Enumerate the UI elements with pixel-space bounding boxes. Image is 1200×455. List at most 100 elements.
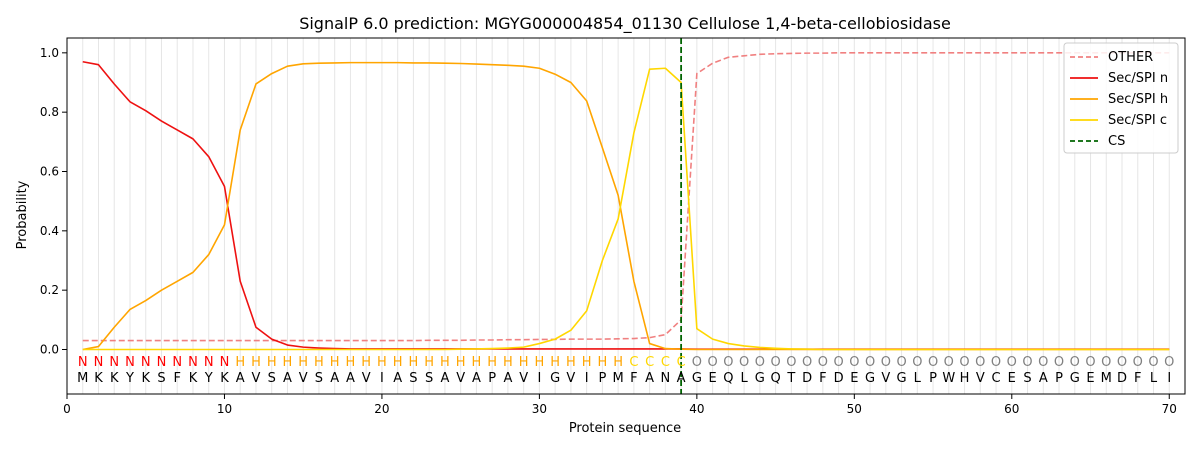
residue-32: V [566,371,575,386]
region-label-9: N [204,355,214,370]
y-tick-label-0.4: 0.4 [40,224,59,238]
residue-69: L [1150,371,1158,386]
legend-label-sec-spi-c: Sec/SPI c [1108,113,1167,128]
residue-66: M [1101,371,1112,386]
residue-38: N [660,371,670,386]
x-tick-label-70: 70 [1162,402,1177,416]
region-label-54: O [912,355,922,370]
residue-17: A [330,371,339,386]
y-tick-label-0.6: 0.6 [40,165,59,179]
region-label-50: O [849,355,859,370]
residue-55: P [929,371,937,386]
region-label-7: N [172,355,182,370]
residue-39: A [677,371,686,386]
region-label-28: H [503,355,513,370]
region-label-51: O [865,355,875,370]
residue-2: K [94,371,103,386]
residue-59: C [992,371,1001,386]
residue-60: E [1008,371,1016,386]
region-label-2: N [94,355,104,370]
region-label-58: O [975,355,985,370]
residue-11: A [236,371,245,386]
region-label-49: O [833,355,843,370]
residue-61: S [1023,371,1031,386]
region-label-6: N [157,355,167,370]
region-label-14: H [283,355,293,370]
region-label-36: C [629,355,638,370]
region-label-26: H [472,355,482,370]
residue-22: S [409,371,417,386]
residue-1: M [77,371,88,386]
region-label-19: H [361,355,371,370]
residue-58: V [976,371,985,386]
y-tick-label-1: 1.0 [40,46,59,60]
residue-14: A [283,371,292,386]
region-label-55: O [928,355,938,370]
residue-41: E [708,371,716,386]
region-label-18: H [346,355,356,370]
residue-70: I [1167,371,1171,386]
legend-label-other: OTHER [1108,50,1153,65]
region-label-8: N [188,355,198,370]
legend-label-sec-spi-n: Sec/SPI n [1108,71,1168,86]
residue-65: E [1086,371,1094,386]
region-label-44: O [755,355,765,370]
residue-31: G [550,371,560,386]
region-label-11: H [235,355,245,370]
residue-42: Q [723,371,733,386]
grid-layer [82,38,1170,394]
region-label-63: O [1054,355,1064,370]
series-line-sec-spi-c [82,67,1170,351]
residue-8: K [189,371,198,386]
region-label-20: H [377,355,387,370]
residue-18: A [346,371,355,386]
x-tick-label-0: 0 [63,402,71,416]
region-label-53: O [896,355,906,370]
residue-57: H [960,371,970,386]
residue-13: S [268,371,276,386]
region-label-22: H [409,355,419,370]
region-label-40: O [692,355,702,370]
residue-3: K [110,371,119,386]
region-label-67: O [1117,355,1127,370]
residue-27: P [488,371,496,386]
region-label-46: O [786,355,796,370]
residue-9: Y [204,371,213,386]
residue-29: V [519,371,528,386]
y-axis-label: Probability [15,180,30,249]
region-label-17: H [330,355,340,370]
residue-4: Y [125,371,134,386]
residue-62: A [1039,371,1048,386]
region-label-41: O [707,355,717,370]
residue-7: F [173,371,180,386]
legend-label-sec-spi-h: Sec/SPI h [1108,92,1168,107]
residue-46: T [786,371,795,386]
residue-5: K [141,371,150,386]
series-line-other [82,52,1170,342]
residue-49: D [834,371,844,386]
residue-40: G [692,371,702,386]
residue-34: P [598,371,606,386]
residue-25: V [456,371,465,386]
residue-28: A [503,371,512,386]
region-label-37: C [645,355,654,370]
residue-43: L [740,371,748,386]
region-label-33: H [582,355,592,370]
sequence-layer: NMNKNKNYNKNSNFNKNYNKHAHVHSHAHVHSHAHAHVHI… [77,355,1174,386]
y-tick-label-0.2: 0.2 [40,283,59,297]
x-axis-label: Protein sequence [569,421,681,436]
region-label-59: O [991,355,1001,370]
x-tick-label-40: 40 [689,402,704,416]
residue-12: V [252,371,261,386]
region-label-69: O [1148,355,1158,370]
legend-label-cs: CS [1108,134,1125,149]
region-label-15: H [298,355,308,370]
region-label-38: C [661,355,670,370]
residue-24: A [440,371,449,386]
region-label-43: O [739,355,749,370]
region-label-47: O [802,355,812,370]
residue-33: I [585,371,589,386]
region-label-29: H [519,355,529,370]
legend: OTHER Sec/SPI n Sec/SPI h Sec/SPI c CS [1063,42,1179,154]
